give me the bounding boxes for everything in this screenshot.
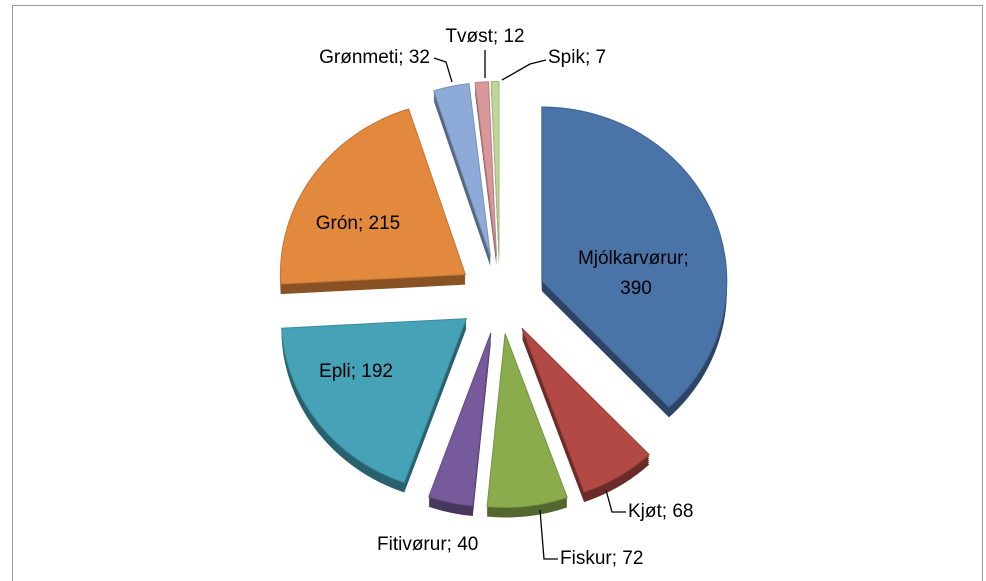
pie-slice (281, 318, 468, 484)
label-line: Mjólkarvørur; (578, 248, 694, 269)
data-label: Grón; 215 (316, 213, 401, 234)
pie-slice (428, 332, 492, 507)
slice-depth (474, 91, 497, 266)
leader-line (539, 509, 558, 560)
data-label: Grønmeti; 32 (319, 47, 430, 68)
pie-slice (279, 108, 467, 285)
data-label: Kjøt; 68 (628, 501, 693, 522)
data-label: Fitivørur; 40 (377, 534, 478, 555)
pie-slice (474, 81, 497, 256)
pie-slice (433, 83, 491, 257)
pie-slice (490, 81, 500, 256)
slice-depth (474, 87, 497, 262)
data-label: Tvøst; 12 (445, 26, 524, 47)
leader-line (433, 57, 453, 83)
pie-slice (521, 327, 650, 493)
pie-slice (541, 106, 728, 409)
slice-depth (474, 89, 497, 264)
data-label: Mjólkarvørur; 390 (578, 248, 694, 299)
pie-slice (486, 333, 568, 509)
data-label: Fiskur; 72 (560, 548, 643, 569)
leader-line (501, 59, 547, 81)
data-label: Spik; 7 (548, 47, 606, 68)
data-label: Epli; 192 (319, 361, 393, 382)
leader-line (605, 489, 626, 513)
label-line: 390 (620, 278, 652, 299)
